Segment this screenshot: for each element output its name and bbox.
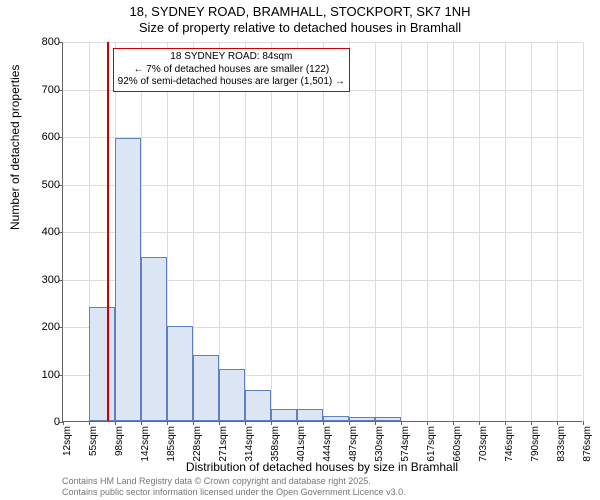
gridline-v — [583, 42, 584, 421]
x-tick-label: 790sqm — [530, 426, 541, 466]
gridline-v — [505, 42, 506, 421]
gridline-v — [375, 42, 376, 421]
gridline-v — [427, 42, 428, 421]
x-tick-mark — [245, 421, 246, 425]
gridline-v — [557, 42, 558, 421]
x-tick-label: 228sqm — [192, 426, 203, 466]
annotation-box: 18 SYDNEY ROAD: 84sqm ← 7% of detached h… — [113, 48, 350, 92]
gridline-v — [531, 42, 532, 421]
histogram-bar — [141, 257, 167, 421]
x-tick-mark — [323, 421, 324, 425]
plot-area: 18 SYDNEY ROAD: 84sqm ← 7% of detached h… — [62, 42, 582, 422]
y-tick-label: 0 — [32, 416, 60, 428]
x-tick-mark — [297, 421, 298, 425]
histogram-bar — [375, 417, 401, 421]
gridline-v — [349, 42, 350, 421]
histogram-bar — [167, 326, 193, 421]
x-tick-label: 314sqm — [244, 426, 255, 466]
x-tick-mark — [427, 421, 428, 425]
y-tick-label: 400 — [32, 226, 60, 238]
x-tick-label: 358sqm — [270, 426, 281, 466]
x-tick-mark — [505, 421, 506, 425]
histogram-bar — [349, 417, 375, 421]
histogram-bar — [89, 307, 115, 421]
x-tick-label: 530sqm — [374, 426, 385, 466]
y-tick-label: 500 — [32, 179, 60, 191]
histogram-bar — [245, 390, 271, 421]
x-tick-mark — [89, 421, 90, 425]
x-tick-mark — [349, 421, 350, 425]
gridline-v — [401, 42, 402, 421]
x-tick-mark — [583, 421, 584, 425]
footer-attribution: Contains HM Land Registry data © Crown c… — [62, 476, 406, 498]
x-tick-mark — [63, 421, 64, 425]
x-tick-label: 574sqm — [400, 426, 411, 466]
chart-title-line2: Size of property relative to detached ho… — [0, 20, 600, 35]
gridline-v — [453, 42, 454, 421]
x-tick-mark — [193, 421, 194, 425]
histogram-bar — [219, 369, 245, 421]
x-tick-label: 55sqm — [88, 426, 99, 466]
x-tick-label: 703sqm — [478, 426, 489, 466]
x-tick-mark — [115, 421, 116, 425]
x-tick-mark — [479, 421, 480, 425]
annotation-line2: ← 7% of detached houses are smaller (122… — [118, 64, 345, 77]
x-tick-mark — [401, 421, 402, 425]
x-tick-mark — [141, 421, 142, 425]
y-tick-label: 600 — [32, 131, 60, 143]
x-tick-label: 271sqm — [218, 426, 229, 466]
histogram-bar — [323, 416, 349, 421]
histogram-chart: 18, SYDNEY ROAD, BRAMHALL, STOCKPORT, SK… — [0, 0, 600, 500]
footer-line2: Contains public sector information licen… — [62, 487, 406, 498]
gridline-v — [219, 42, 220, 421]
gridline-v — [271, 42, 272, 421]
x-tick-label: 444sqm — [322, 426, 333, 466]
gridline-v — [297, 42, 298, 421]
x-tick-label: 185sqm — [166, 426, 177, 466]
histogram-bar — [193, 355, 219, 422]
x-tick-label: 617sqm — [426, 426, 437, 466]
gridline-v — [479, 42, 480, 421]
x-tick-mark — [531, 421, 532, 425]
x-tick-label: 833sqm — [556, 426, 567, 466]
x-tick-label: 401sqm — [296, 426, 307, 466]
x-tick-label: 487sqm — [348, 426, 359, 466]
histogram-bar — [115, 138, 141, 421]
x-tick-label: 746sqm — [504, 426, 515, 466]
histogram-bar — [297, 409, 323, 421]
x-tick-mark — [375, 421, 376, 425]
x-tick-mark — [271, 421, 272, 425]
y-tick-label: 700 — [32, 84, 60, 96]
y-tick-label: 800 — [32, 36, 60, 48]
y-tick-label: 300 — [32, 274, 60, 286]
x-tick-mark — [453, 421, 454, 425]
x-tick-label: 98sqm — [114, 426, 125, 466]
x-tick-mark — [219, 421, 220, 425]
x-tick-label: 12sqm — [62, 426, 73, 466]
y-tick-label: 200 — [32, 321, 60, 333]
annotation-line1: 18 SYDNEY ROAD: 84sqm — [118, 51, 345, 64]
histogram-bar — [271, 409, 297, 421]
x-tick-mark — [557, 421, 558, 425]
chart-title-line1: 18, SYDNEY ROAD, BRAMHALL, STOCKPORT, SK… — [0, 4, 600, 19]
gridline-v — [323, 42, 324, 421]
annotation-line3: 92% of semi-detached houses are larger (… — [118, 76, 345, 89]
property-marker-line — [107, 42, 109, 421]
x-tick-label: 142sqm — [140, 426, 151, 466]
gridline-v — [245, 42, 246, 421]
x-tick-mark — [167, 421, 168, 425]
x-tick-label: 660sqm — [452, 426, 463, 466]
y-tick-label: 100 — [32, 369, 60, 381]
x-tick-label: 876sqm — [582, 426, 593, 466]
footer-line1: Contains HM Land Registry data © Crown c… — [62, 476, 406, 487]
y-axis-label: Number of detached properties — [8, 65, 22, 230]
